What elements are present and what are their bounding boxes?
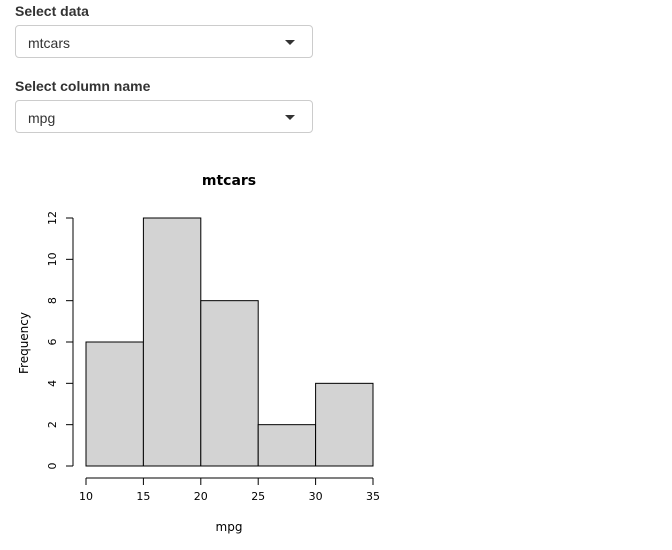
histogram-bar — [85, 341, 144, 467]
column-select[interactable]: mpg — [15, 100, 313, 133]
histogram-bar — [257, 424, 317, 467]
data-select-value: mtcars — [28, 35, 70, 51]
x-tick-label: 15 — [136, 490, 150, 503]
x-tick-label: 25 — [251, 490, 265, 503]
select-column-label: Select column name — [15, 78, 151, 94]
x-tick-label: 30 — [309, 490, 323, 503]
histogram-bar — [142, 217, 202, 467]
y-tick-label: 4 — [46, 380, 59, 387]
histogram-bar — [315, 382, 374, 467]
chevron-down-icon — [285, 40, 295, 45]
data-select[interactable]: mtcars — [15, 25, 313, 58]
x-tick-label: 10 — [79, 490, 93, 503]
y-tick-label: 8 — [46, 297, 59, 304]
y-tick-label: 0 — [46, 463, 59, 470]
y-axis-label: Frequency — [17, 312, 31, 374]
x-tick-label: 20 — [194, 490, 208, 503]
y-axis: 0 2 4 6 8 10 12 — [46, 211, 74, 470]
y-tick-label: 6 — [46, 339, 59, 346]
column-select-value: mpg — [28, 110, 56, 126]
x-tick-label: 35 — [366, 490, 380, 503]
y-tick-label: 10 — [46, 252, 59, 266]
x-axis-label: mpg — [216, 520, 243, 534]
y-tick-label: 2 — [46, 421, 59, 428]
histogram-plot: mtcars 10 15 20 25 30 35 0 2 4 6 8 10 12 mpg Freque… — [17, 173, 380, 534]
select-data-label: Select data — [15, 3, 89, 19]
histogram-bar — [200, 300, 259, 467]
y-tick-label: 12 — [46, 211, 59, 225]
chevron-down-icon — [285, 115, 295, 120]
x-axis: 10 15 20 25 30 35 — [79, 477, 380, 503]
chart-title: mtcars — [202, 173, 256, 189]
